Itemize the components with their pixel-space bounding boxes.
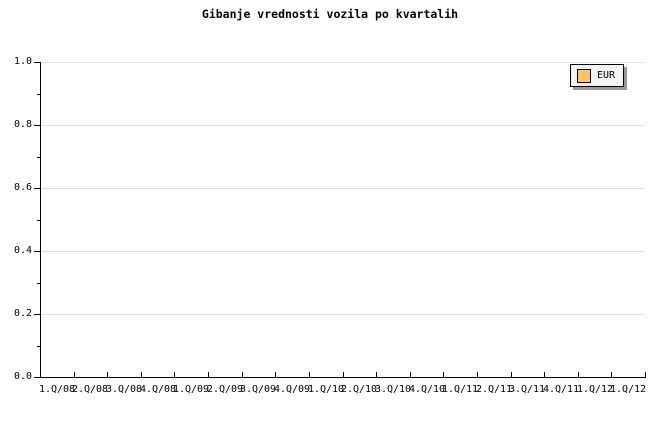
gridline xyxy=(41,125,645,126)
x-tick xyxy=(477,372,478,377)
legend-box: EUR xyxy=(570,64,624,87)
x-axis-label: 1.Q/11 xyxy=(441,384,479,395)
x-tick xyxy=(74,372,75,377)
x-tick xyxy=(544,372,545,377)
gridline xyxy=(41,314,645,315)
x-tick xyxy=(242,372,243,377)
x-tick xyxy=(275,372,276,377)
y-tick xyxy=(34,62,40,63)
x-tick xyxy=(443,372,444,377)
y-axis-label: 0.0 xyxy=(13,371,32,382)
x-axis-label: 1.Q/09 xyxy=(172,384,210,395)
x-axis-label: 2.Q/09 xyxy=(206,384,244,395)
x-axis-label: 3.Q/08 xyxy=(105,384,143,395)
x-tick xyxy=(410,372,411,377)
x-tick xyxy=(141,372,142,377)
y-tick xyxy=(34,251,40,252)
y-axis-label: 1.0 xyxy=(13,56,32,67)
x-tick xyxy=(107,372,108,377)
x-tick xyxy=(511,372,512,377)
y-tick xyxy=(34,377,40,378)
y-tick xyxy=(34,188,40,189)
y-axis-label: 0.6 xyxy=(13,182,32,193)
legend-swatch-eur xyxy=(577,68,591,83)
y-minor-tick xyxy=(37,157,40,158)
x-tick xyxy=(343,372,344,377)
x-axis-label: 4.Q/11 xyxy=(542,384,580,395)
x-axis-label: 2.Q/08 xyxy=(71,384,109,395)
x-tick xyxy=(174,372,175,377)
y-axis-label: 0.8 xyxy=(13,119,32,130)
y-axis-line xyxy=(40,62,41,378)
y-axis-label: 0.2 xyxy=(13,308,32,319)
x-axis-label: 1.Q/08 xyxy=(38,384,76,395)
x-tick xyxy=(208,372,209,377)
y-minor-tick xyxy=(37,283,40,284)
y-minor-tick xyxy=(37,346,40,347)
y-axis-label: 0.4 xyxy=(13,245,32,256)
y-tick xyxy=(34,314,40,315)
y-tick xyxy=(34,125,40,126)
x-axis-label: 2.Q/10 xyxy=(340,384,378,395)
x-tick xyxy=(376,372,377,377)
gridline xyxy=(41,251,645,252)
x-axis-label: 4.Q/10 xyxy=(408,384,446,395)
x-axis-label: 1.Q/12 xyxy=(576,384,614,395)
x-tick xyxy=(645,372,646,377)
chart-title: Gibanje vrednosti vozila po kvartalih xyxy=(201,7,459,21)
x-axis-label: 1.Q/12 xyxy=(609,384,647,395)
x-tick xyxy=(611,372,612,377)
y-minor-tick xyxy=(37,94,40,95)
legend-label: EUR xyxy=(597,69,616,81)
y-minor-tick xyxy=(37,220,40,221)
x-axis-label: 3.Q/10 xyxy=(374,384,412,395)
x-axis-label: 3.Q/11 xyxy=(508,384,546,395)
x-axis-label: 4.Q/09 xyxy=(273,384,311,395)
x-axis-line xyxy=(40,377,646,378)
x-axis-label: 2.Q/11 xyxy=(475,384,513,395)
x-axis-label: 1.Q/10 xyxy=(307,384,345,395)
x-axis-label: 4.Q/08 xyxy=(139,384,177,395)
gridline xyxy=(41,62,645,63)
x-axis-label: 3.Q/09 xyxy=(239,384,277,395)
gridline xyxy=(41,188,645,189)
x-tick xyxy=(578,372,579,377)
x-tick xyxy=(309,372,310,377)
